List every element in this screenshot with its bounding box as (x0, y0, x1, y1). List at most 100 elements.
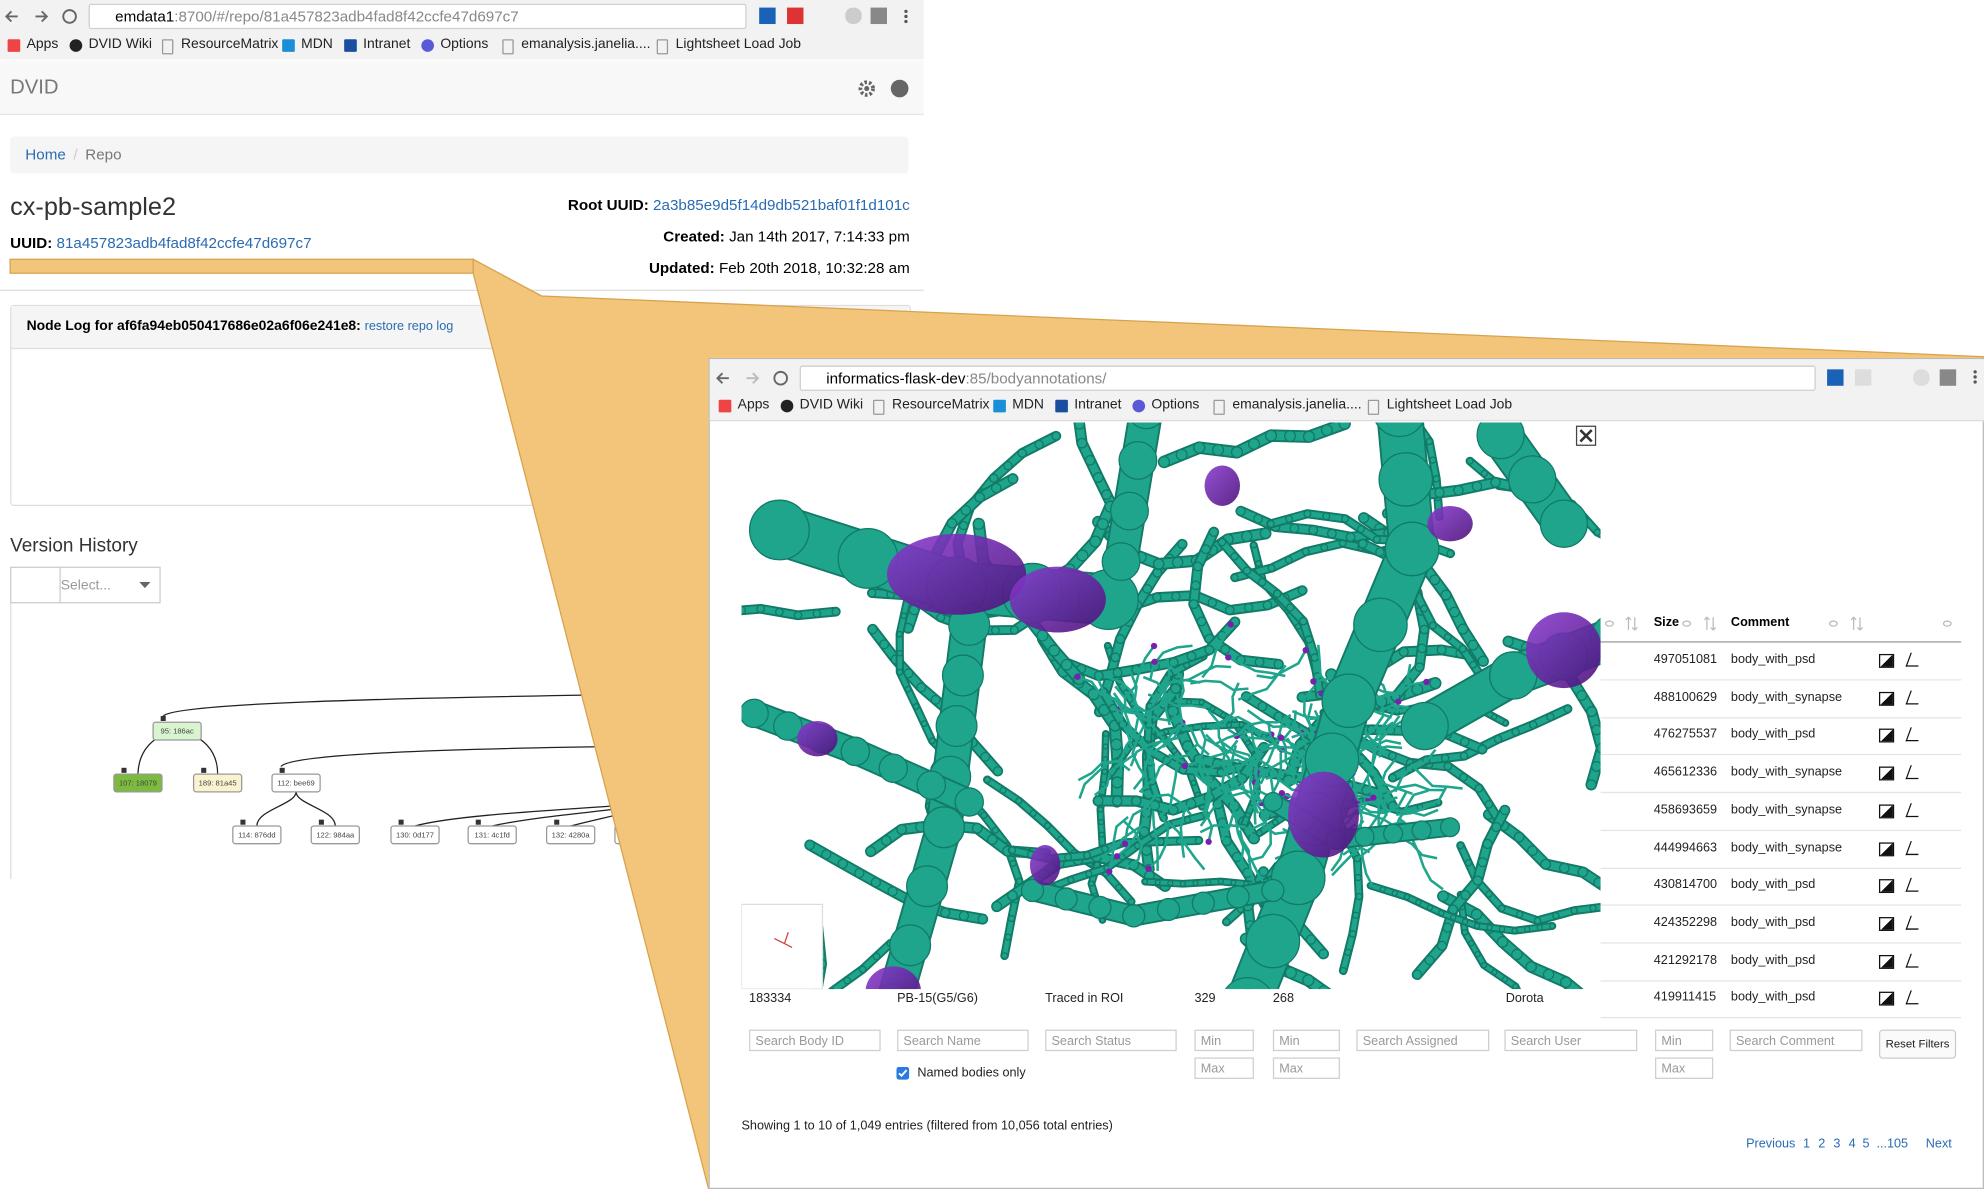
image-icon[interactable] (1878, 653, 1895, 668)
image-icon[interactable] (1878, 766, 1895, 781)
column-size[interactable]: Size (1653, 616, 1680, 630)
bookmark[interactable]: DVID Wiki (88, 36, 152, 52)
image-icon[interactable] (1878, 804, 1895, 819)
neurite-bulb (1067, 876, 1075, 884)
bookmark[interactable]: Options (1151, 397, 1200, 413)
search-input[interactable]: Search Comment (1729, 1029, 1863, 1052)
bookmark[interactable]: Intranet (1074, 397, 1122, 413)
page-link[interactable]: 2 (1818, 1137, 1826, 1152)
app-title[interactable]: DVID (10, 77, 59, 99)
restore-link[interactable]: restore repo log (364, 320, 454, 334)
neurite-bulb (1542, 968, 1555, 981)
fine-neurite (1123, 645, 1156, 699)
sort-icons[interactable] (1601, 612, 1968, 635)
neurite-bulb (1188, 599, 1199, 610)
page-link[interactable]: 5 (1862, 1137, 1870, 1152)
bookmark[interactable]: MDN (301, 36, 333, 52)
url-host: emdata1 (115, 7, 175, 26)
image-icon[interactable] (1878, 954, 1895, 969)
search-input[interactable]: Search Name (897, 1029, 1029, 1052)
bookmark[interactable]: Apps (737, 397, 770, 413)
page-link[interactable]: 4 (1848, 1137, 1856, 1152)
neurite-bulb (1265, 429, 1278, 442)
extensions (759, 7, 908, 25)
root-uuid-label: Root UUID: (567, 196, 649, 214)
graph-node (232, 825, 282, 845)
search-input[interactable]: Search Assigned (1356, 1029, 1490, 1052)
bookmark[interactable]: DVID Wiki (799, 397, 864, 413)
nav-buttons[interactable] (0, 0, 89, 33)
search-input[interactable]: Search Body ID (749, 1029, 881, 1052)
uuid[interactable]: 81a457823adb4fad8f42ccfe47d697c7 (56, 234, 312, 252)
size-cell: 465612336 (1653, 765, 1718, 780)
neurite-bulb (1436, 940, 1448, 951)
page-link[interactable]: 3 (1833, 1137, 1841, 1152)
neurite-bulb (992, 766, 1003, 777)
neurite-bulb (1250, 541, 1258, 549)
neurite-bulb (1200, 723, 1207, 730)
reset-filters[interactable]: Reset Filters (1878, 1029, 1957, 1059)
neurite-bulb (1593, 877, 1601, 888)
fine-neurite (1113, 707, 1174, 723)
bookmark[interactable]: Apps (26, 36, 59, 52)
neurite-bulb (1267, 564, 1276, 573)
repo-name: cx-pb-sample2 (10, 193, 177, 222)
neurite-bulb (1318, 948, 1329, 960)
bookmark[interactable]: Intranet (363, 36, 411, 52)
front-nav-buttons[interactable] (711, 364, 800, 392)
search-input[interactable]: Max (1194, 1057, 1254, 1079)
neurite-bulb (1102, 743, 1109, 750)
select-placeholder[interactable]: Select... (60, 578, 112, 594)
image-icon[interactable] (1878, 691, 1895, 706)
neurite-bulb (1310, 653, 1319, 662)
root-uuid[interactable]: 2a3b85e9d5f14d9db521baf01f1d101c (653, 196, 910, 214)
search-input[interactable]: Min (1272, 1029, 1340, 1052)
bookmark[interactable]: MDN (1012, 397, 1044, 413)
neurite-bulb (889, 924, 932, 967)
select-button[interactable] (10, 566, 61, 604)
search-input[interactable]: Search Status (1045, 1029, 1177, 1052)
search-input[interactable]: Min (1194, 1029, 1254, 1052)
search-input[interactable]: Search User (1504, 1029, 1638, 1052)
search-input[interactable]: Max (1272, 1057, 1340, 1079)
column-comment[interactable]: Comment (1730, 616, 1790, 630)
neurite-bulb (1449, 914, 1457, 921)
graph-node-label: 114: 876dd (238, 830, 275, 839)
lock-icon (121, 767, 127, 773)
select-box[interactable] (10, 566, 161, 604)
navbar-icons[interactable] (855, 77, 913, 100)
bookmark[interactable]: Options (440, 36, 489, 52)
named-checkbox[interactable] (896, 1066, 911, 1081)
page-link[interactable]: 1 (1803, 1137, 1811, 1152)
bookmark[interactable]: ResourceMatrix (180, 36, 279, 52)
bookmark[interactable]: Lightsheet Load Job (1386, 397, 1513, 413)
neurite-bulb (1163, 728, 1170, 735)
image-icon[interactable] (1878, 992, 1895, 1006)
neurite-bulb (989, 473, 999, 483)
neurite-bulb (1088, 880, 1095, 887)
graph-node-label: 132: 4280a (552, 830, 591, 839)
url-bar[interactable]: emdata1:8700/#/repo/81a457823adb4fad8f42… (88, 3, 747, 30)
image-icon[interactable] (1878, 916, 1895, 931)
search-input[interactable]: Min (1655, 1029, 1714, 1052)
page-link[interactable]: Previous (1746, 1137, 1796, 1152)
front-url-bar[interactable]: informatics-flask-dev:85/bodyannotations… (799, 365, 1816, 391)
image-icon[interactable] (1878, 841, 1895, 856)
search-input[interactable]: Max (1655, 1057, 1714, 1079)
breadcrumb-home[interactable]: Home (25, 145, 66, 164)
image-icon[interactable] (1878, 729, 1895, 743)
neurite-bulb (1308, 525, 1319, 536)
page-link[interactable]: Next (1925, 1137, 1952, 1152)
neurite-bulb (896, 824, 908, 835)
image-icon[interactable] (1878, 879, 1895, 894)
neurite-bulb (1302, 430, 1316, 443)
named-only-label[interactable]: Named bodies only (917, 1066, 1026, 1081)
bookmark[interactable]: emanalysis.janelia.... (521, 36, 651, 52)
url-path: :8700/#/repo/81a457823adb4fad8f42ccfe47d… (174, 7, 519, 26)
page-link[interactable]: ...105 (1876, 1137, 1909, 1152)
bookmark[interactable]: emanalysis.janelia.... (1232, 397, 1362, 413)
bookmark[interactable]: Lightsheet Load Job (675, 36, 802, 52)
bookmark[interactable]: ResourceMatrix (892, 397, 990, 413)
synapse (1106, 868, 1113, 875)
synapse (1227, 621, 1234, 628)
